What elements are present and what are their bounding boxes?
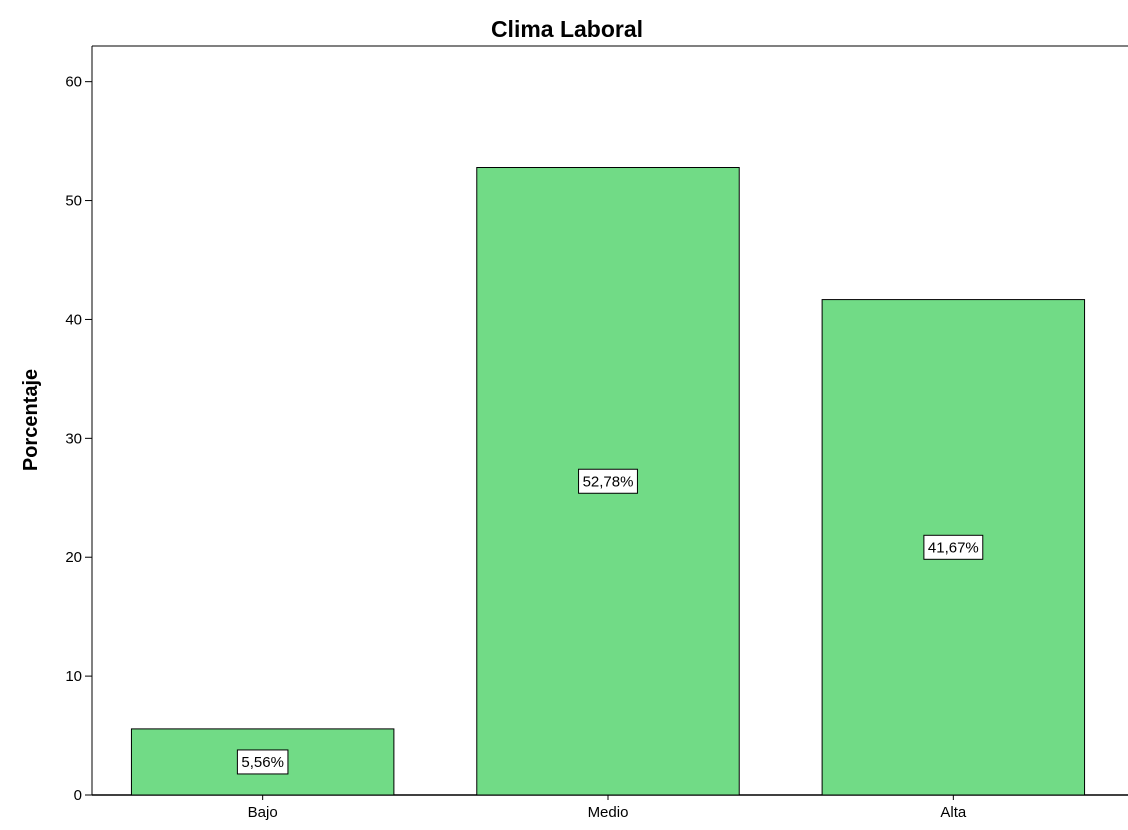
x-category-label: Alta	[940, 804, 967, 821]
y-axis-ticks: 0 10 20 30 40 50 60	[65, 74, 92, 804]
x-category-label: Bajo	[248, 804, 278, 821]
data-label-box	[578, 468, 638, 494]
y-tick-label: 60	[65, 74, 82, 91]
y-axis-label: Porcentaje	[20, 369, 42, 471]
y-tick-label: 0	[74, 787, 82, 804]
y-tick-label: 50	[65, 193, 82, 210]
data-labels: 5,56% 52,78% 41,67%	[236, 468, 984, 775]
data-label-text: 41,67%	[928, 539, 979, 556]
data-label-text: 5,56%	[241, 754, 284, 771]
data-label-box	[236, 749, 289, 775]
y-tick-label: 10	[65, 668, 82, 685]
x-category-label: Medio	[588, 804, 629, 821]
data-label: 52,78%	[578, 468, 638, 494]
data-label: 5,56%	[236, 749, 289, 775]
chart-title: Clima Laboral	[491, 16, 643, 42]
x-axis-labels: Bajo Medio Alta	[248, 795, 967, 821]
data-label-text: 52,78%	[583, 473, 634, 490]
data-label: 41,67%	[923, 534, 984, 560]
y-tick-label: 40	[65, 311, 82, 328]
data-label-box	[923, 534, 984, 560]
y-tick-label: 30	[65, 430, 82, 447]
y-tick-label: 20	[65, 549, 82, 566]
